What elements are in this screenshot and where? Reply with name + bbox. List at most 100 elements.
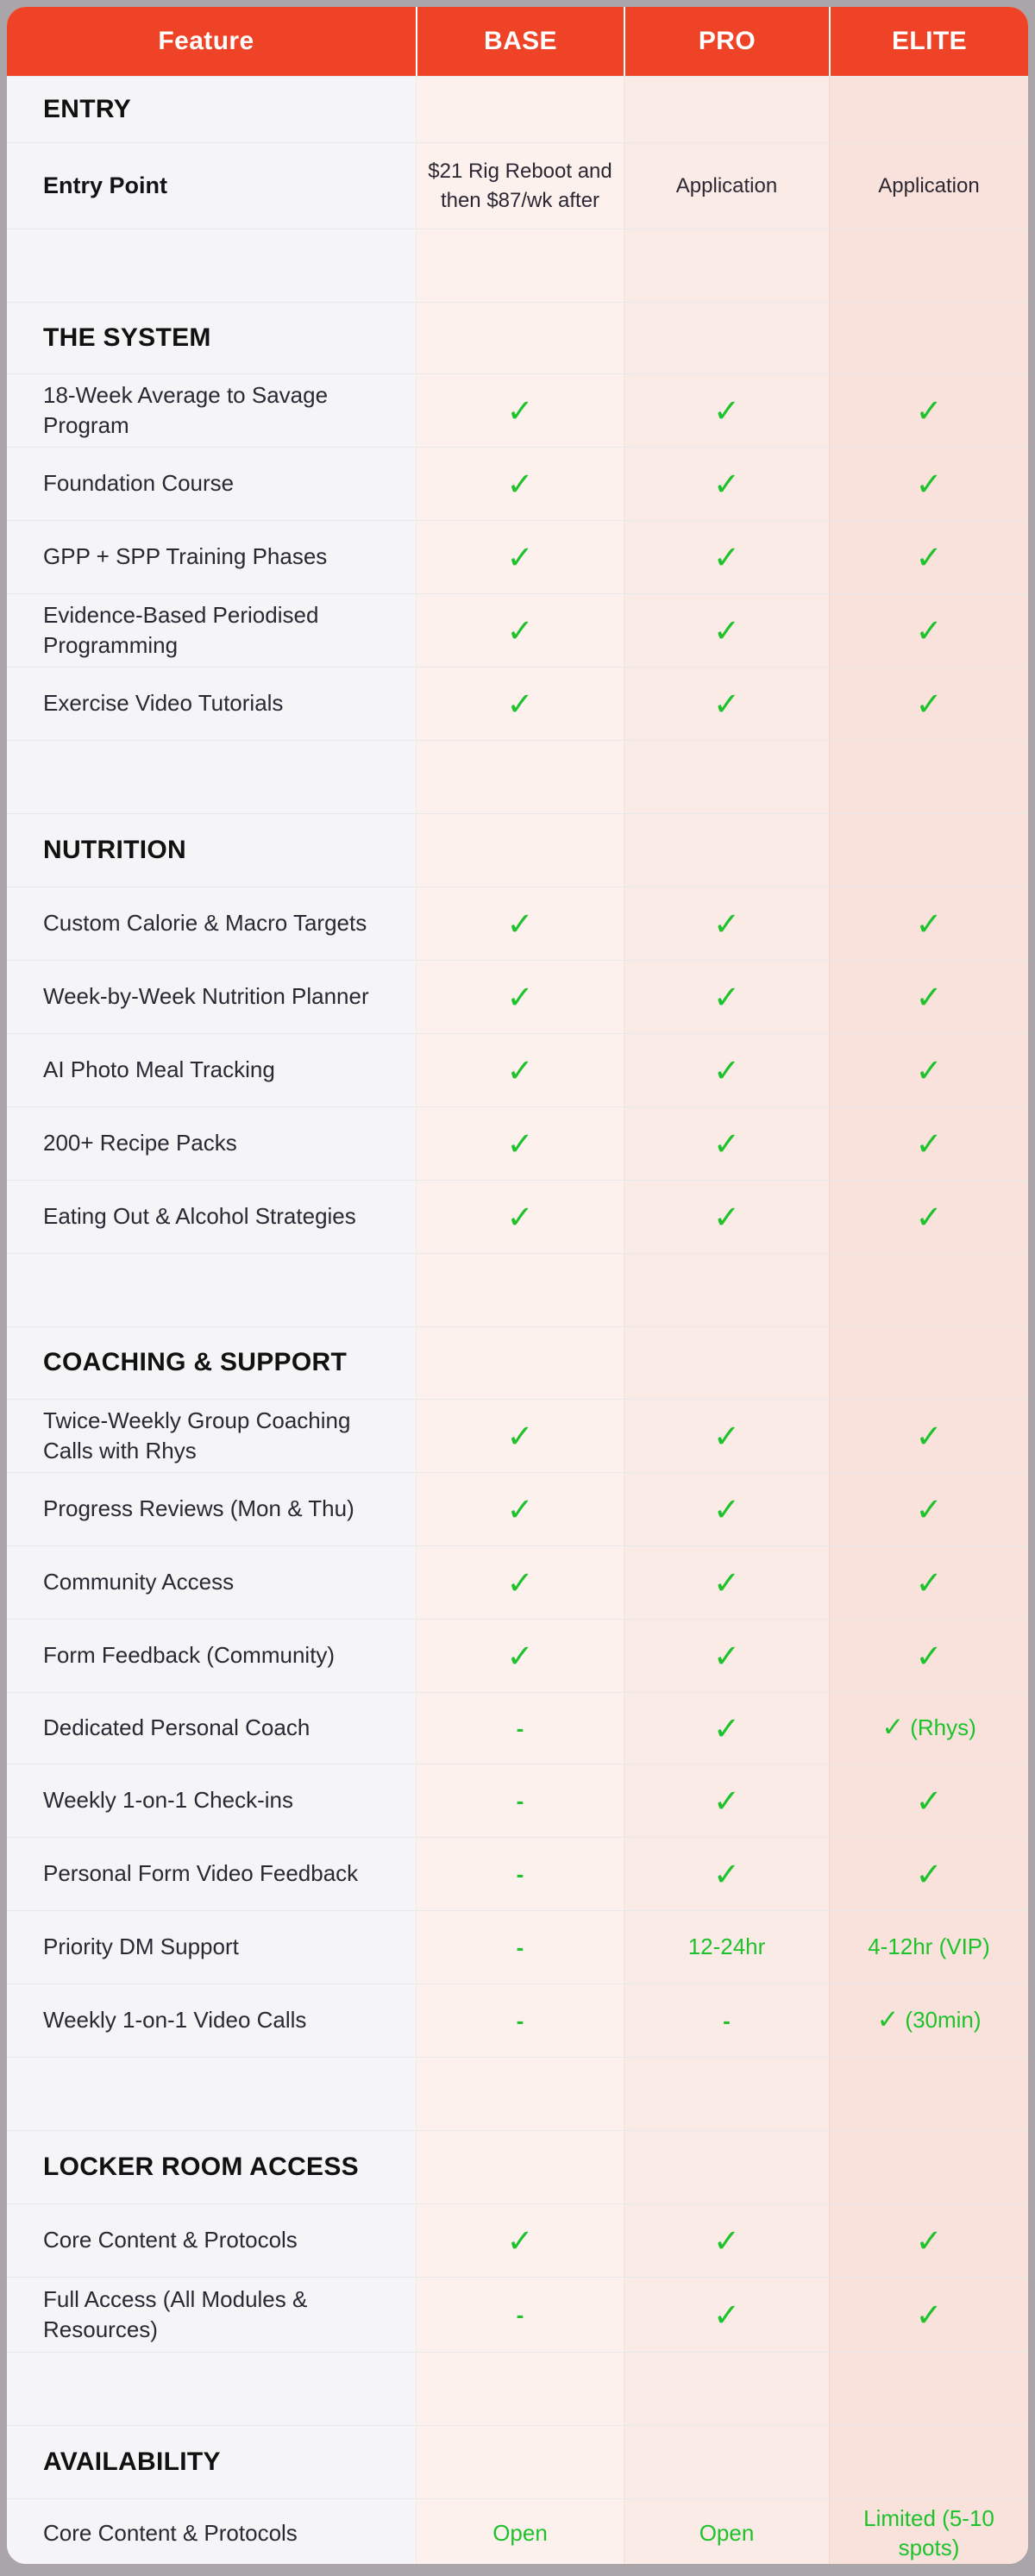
feature-cell: Eating Out & Alcohol Strategies xyxy=(7,1181,416,1253)
plan-cell-base xyxy=(416,2131,624,2203)
plan-cell-pro: ✓ xyxy=(624,1764,829,1837)
feature-label: AI Photo Meal Tracking xyxy=(43,1056,275,1083)
check-icon: ✓ xyxy=(712,538,740,576)
plan-cell-elite: ✓ xyxy=(829,668,1028,740)
check-icon: ✓ xyxy=(506,1198,534,1236)
check-icon: ✓ xyxy=(712,2222,740,2259)
plan-cell-pro: ✓ xyxy=(624,1838,829,1910)
check-icon: ✓ xyxy=(915,1125,943,1163)
section-cell: ENTRY xyxy=(7,77,416,142)
plan-cell-base xyxy=(416,303,624,373)
plan-cell-elite: ✓ xyxy=(829,887,1028,960)
plan-cell-elite xyxy=(829,77,1028,142)
plan-cell-pro xyxy=(624,1254,829,1326)
header-label-base: BASE xyxy=(484,27,557,55)
feature-row: GPP + SPP Training Phases ✓ ✓ ✓ xyxy=(7,520,1028,593)
check-icon: ✓ xyxy=(712,1051,740,1089)
plan-cell-base xyxy=(416,77,624,142)
feature-cell: Week-by-Week Nutrition Planner xyxy=(7,961,416,1033)
feature-label: Evidence-Based Periodised Programming xyxy=(43,601,319,658)
plan-cell-pro: ✓ xyxy=(624,1620,829,1692)
plan-cell-pro: ✓ xyxy=(624,1181,829,1253)
check-icon: ✓ xyxy=(915,1198,943,1236)
plan-cell-elite: ✓ xyxy=(829,1034,1028,1106)
plan-cell-pro xyxy=(624,303,829,373)
plan-cell-pro: ✓ xyxy=(624,594,829,667)
feature-label: 18-Week Average to Savage Program xyxy=(43,381,329,438)
feature-row: Dedicated Personal Coach - ✓ ✓ (Rhys) xyxy=(7,1692,1028,1764)
check-icon: ✓ xyxy=(506,2222,534,2259)
plan-cell-base xyxy=(416,2058,624,2130)
plan-cell-base: ✓ xyxy=(416,2204,624,2277)
check-icon: ✓ xyxy=(915,2222,943,2259)
check-icon: ✓ xyxy=(915,1051,943,1089)
dash-icon: - xyxy=(516,1934,524,1960)
plan-cell-pro: ✓ xyxy=(624,1473,829,1545)
check-icon: ✓ xyxy=(712,978,740,1016)
plan-cell-elite: ✓ xyxy=(829,1620,1028,1692)
section-label: ENTRY xyxy=(43,94,132,123)
dash-icon: - xyxy=(723,2008,731,2034)
section-cell: NUTRITION xyxy=(7,814,416,887)
check-icon: ✓ xyxy=(712,2296,740,2334)
feature-row: Foundation Course ✓ ✓ ✓ xyxy=(7,447,1028,520)
cell-value: Application xyxy=(675,173,778,197)
feature-cell: Custom Calorie & Macro Targets xyxy=(7,887,416,960)
plan-cell-elite: Limited (5-10 spots) xyxy=(829,2499,1028,2564)
header-label-pro: PRO xyxy=(698,27,756,55)
plan-cell-pro: ✓ xyxy=(624,1693,829,1764)
feature-cell: Core Content & Protocols xyxy=(7,2499,416,2564)
plan-cell-elite xyxy=(829,2058,1028,2130)
plan-cell-base: - xyxy=(416,2278,624,2352)
check-icon: ✓ xyxy=(915,538,943,576)
feature-label: Priority DM Support xyxy=(43,1934,239,1960)
plan-cell-elite: ✓ xyxy=(829,961,1028,1033)
feature-label: Form Feedback (Community) xyxy=(43,1642,336,1669)
comparison-table: Feature BASE PRO ELITE ENTRY Entry Point $… xyxy=(7,7,1028,2564)
section-row: THE SYSTEM xyxy=(7,302,1028,373)
feature-cell: Exercise Video Tutorials xyxy=(7,668,416,740)
check-icon: ✓ xyxy=(915,392,943,429)
feature-cell: Evidence-Based Periodised Programming xyxy=(7,594,416,667)
section-label: NUTRITION xyxy=(43,835,187,864)
header-label-feature: Feature xyxy=(158,27,254,55)
plan-cell-elite xyxy=(829,814,1028,887)
check-icon: ✓ xyxy=(506,1564,534,1601)
plan-cell-pro: Application xyxy=(624,143,829,229)
feature-row: Full Access (All Modules & Resources) - ✓ ✓ xyxy=(7,2277,1028,2352)
plan-cell-elite: ✓ xyxy=(829,1107,1028,1180)
feature-cell: Weekly 1-on-1 Check-ins xyxy=(7,1764,416,1837)
feature-row: Twice-Weekly Group Coaching Calls with R… xyxy=(7,1399,1028,1472)
check-icon: ✓ xyxy=(712,1198,740,1236)
plan-cell-pro: ✓ xyxy=(624,1107,829,1180)
plan-cell-base: ✓ xyxy=(416,1034,624,1106)
section-row: NUTRITION xyxy=(7,813,1028,887)
check-icon: ✓ xyxy=(915,1855,943,1893)
feature-cell xyxy=(7,2353,416,2425)
check-icon: ✓ xyxy=(712,1709,740,1747)
check-icon: ✓ xyxy=(712,1782,740,1820)
check-icon: ✓ xyxy=(506,1125,534,1163)
spacer-row xyxy=(7,1253,1028,1326)
plan-cell-elite: ✓ xyxy=(829,448,1028,520)
spacer-row xyxy=(7,2352,1028,2425)
plan-cell-elite: 4-12hr (VIP) xyxy=(829,1911,1028,1984)
feature-cell: Form Feedback (Community) xyxy=(7,1620,416,1692)
plan-cell-pro: ✓ xyxy=(624,521,829,593)
plan-cell-base: ✓ xyxy=(416,668,624,740)
feature-label: Core Content & Protocols xyxy=(43,2227,298,2253)
spacer-row xyxy=(7,229,1028,302)
plan-cell-elite xyxy=(829,2353,1028,2425)
plan-cell-pro xyxy=(624,814,829,887)
plan-cell-pro: ✓ xyxy=(624,2278,829,2352)
feature-row: Weekly 1-on-1 Check-ins - ✓ ✓ xyxy=(7,1764,1028,1837)
check-icon: ✓ xyxy=(915,1637,943,1675)
feature-cell: Foundation Course xyxy=(7,448,416,520)
feature-label: Personal Form Video Feedback xyxy=(43,1860,359,1887)
plan-cell-base: ✓ xyxy=(416,1620,624,1692)
plan-cell-pro xyxy=(624,229,829,302)
header-cell-base: BASE xyxy=(416,7,624,76)
plan-cell-pro xyxy=(624,1327,829,1399)
check-with-note: ✓ (Rhys) xyxy=(881,1714,976,1743)
dash-icon: - xyxy=(516,1715,524,1741)
